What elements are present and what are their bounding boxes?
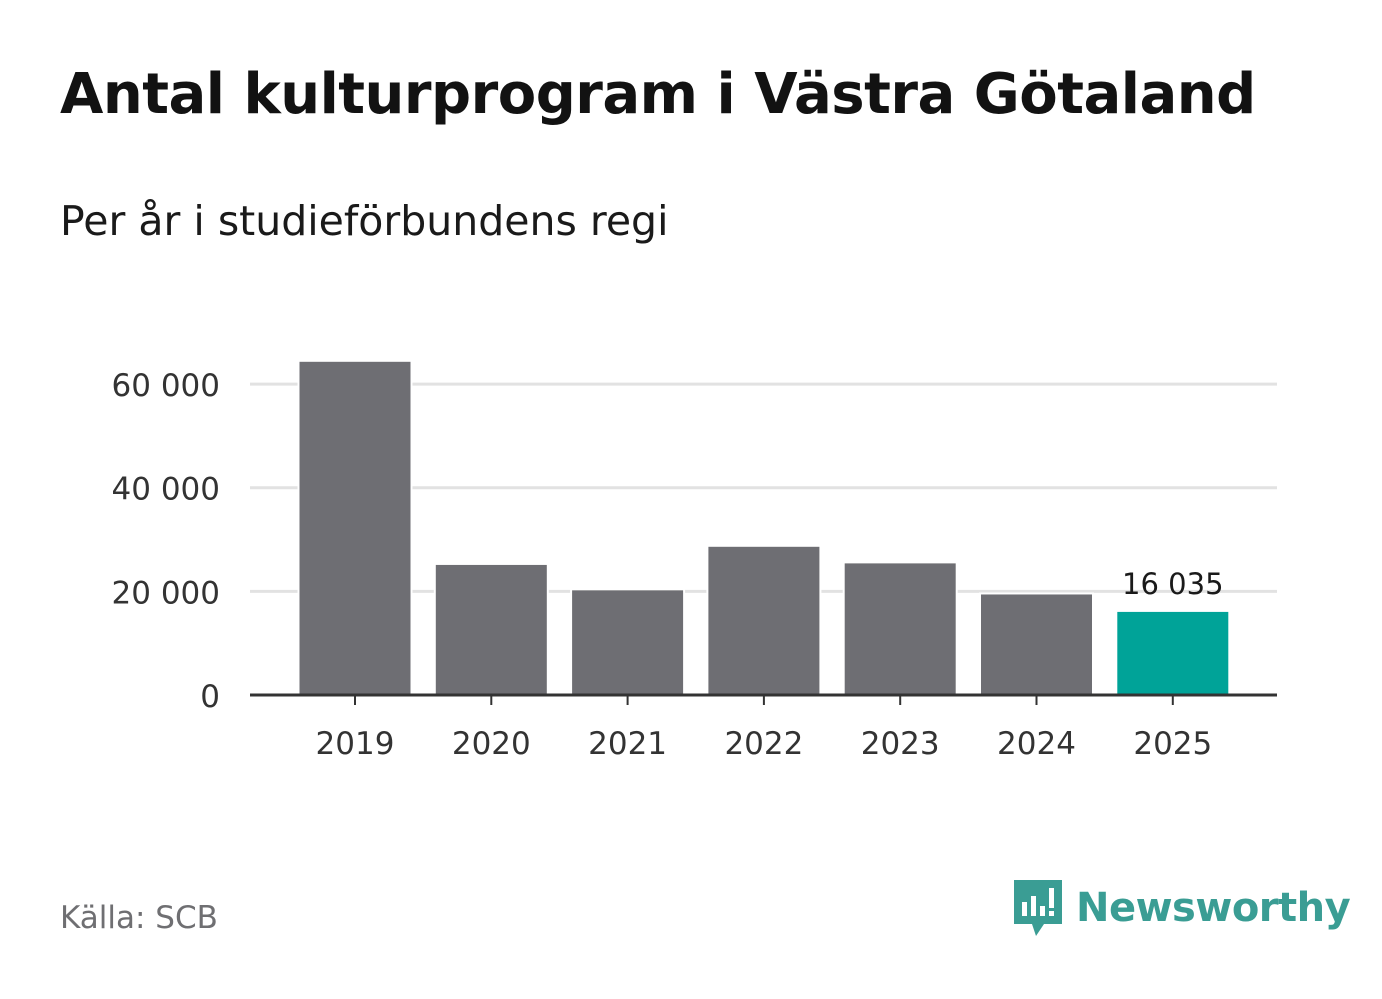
x-tick-label: 2022 xyxy=(724,726,803,762)
bar xyxy=(706,544,822,697)
x-tick-label: 2019 xyxy=(316,726,395,762)
y-tick-label: 40 000 xyxy=(112,472,220,508)
bar xyxy=(1115,609,1231,697)
data-label: 16 035 xyxy=(1122,567,1223,601)
x-tick-label: 2025 xyxy=(1133,726,1212,762)
y-tick-label: 60 000 xyxy=(112,368,220,404)
bar xyxy=(433,562,549,697)
x-tick-label: 2024 xyxy=(997,726,1076,762)
y-tick-label: 0 xyxy=(200,679,220,715)
bar xyxy=(979,592,1094,697)
x-tick-label: 2020 xyxy=(452,726,531,762)
bar xyxy=(297,359,413,697)
x-tick-label: 2023 xyxy=(861,726,940,762)
bar xyxy=(842,561,958,698)
chart-title: Antal kulturprogram i Västra Götaland xyxy=(60,62,1256,127)
chart-subtitle: Per år i studieförbundens regi xyxy=(60,197,669,245)
brand-name: Newsworthy xyxy=(1076,885,1351,931)
brand-logo[interactable]: Newsworthy xyxy=(1012,878,1351,938)
x-tick-label: 2021 xyxy=(588,726,667,762)
newsworthy-logo-icon xyxy=(1014,880,1062,936)
source-label: Källa: SCB xyxy=(60,900,218,936)
y-tick-label: 20 000 xyxy=(112,575,220,611)
bar xyxy=(570,588,686,697)
